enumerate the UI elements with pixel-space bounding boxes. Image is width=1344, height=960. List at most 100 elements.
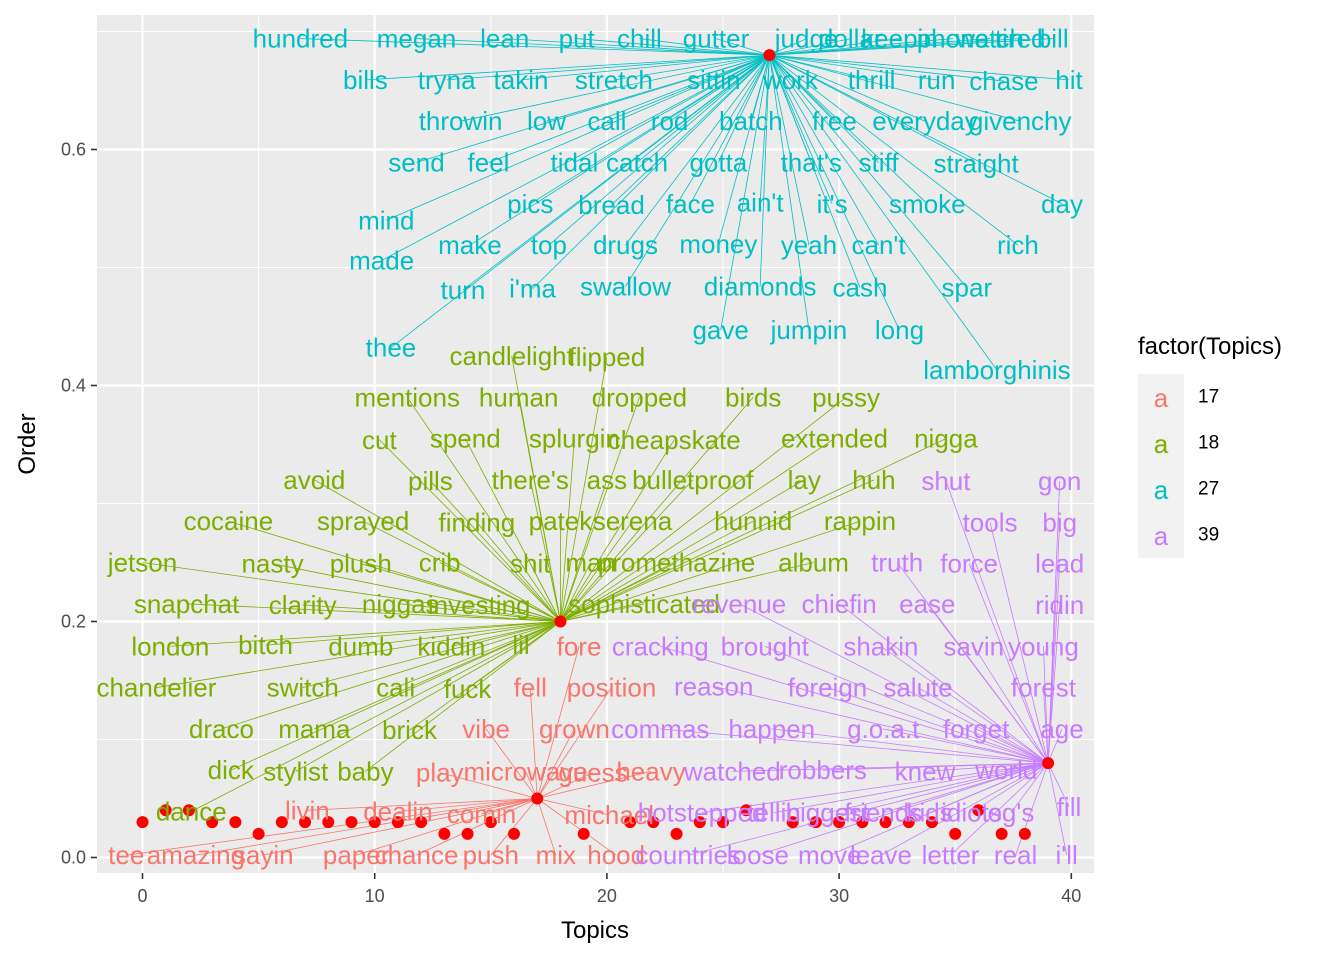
word-label: hit	[1055, 65, 1083, 95]
label-segment	[769, 54, 937, 81]
word-label: batch	[719, 106, 783, 136]
word-label: put	[559, 24, 596, 54]
label-segment	[764, 645, 1049, 764]
data-point	[856, 816, 869, 829]
word-label: candlelight	[450, 341, 575, 371]
label-segment	[379, 439, 561, 622]
label-segment	[560, 438, 575, 622]
word-label: grown	[539, 714, 610, 744]
legend-key-glyph: a	[1154, 521, 1169, 551]
word-label: shakin	[843, 631, 918, 661]
label-segment	[759, 55, 770, 203]
label-segment	[469, 54, 770, 246]
word-label: big	[1042, 507, 1077, 537]
word-label: truth	[871, 548, 923, 578]
data-point	[206, 816, 219, 829]
word-label: ain't	[737, 188, 785, 218]
label-segment	[560, 520, 861, 622]
data-point	[299, 816, 312, 829]
word-label: judge	[774, 24, 839, 54]
word-label: cali	[376, 673, 415, 703]
label-segment	[439, 772, 538, 799]
word-label: tellin	[747, 798, 800, 828]
word-label: shit	[510, 549, 551, 579]
word-label: mama	[278, 714, 351, 744]
label-segment	[574, 54, 770, 163]
label-segment	[769, 38, 807, 56]
label-segment	[460, 54, 770, 122]
data-point	[1018, 827, 1031, 840]
data-point	[786, 816, 799, 829]
label-segment	[769, 54, 1021, 122]
label-segment	[769, 54, 1005, 82]
word-label: yeah	[781, 230, 837, 260]
label-segment	[625, 54, 770, 287]
data-point	[252, 827, 265, 840]
word-label: microwave	[464, 756, 588, 786]
label-segment	[560, 479, 875, 622]
word-label: tired	[995, 24, 1046, 54]
word-label: og's	[987, 798, 1034, 828]
word-label: ass	[587, 465, 627, 495]
word-label: draco	[189, 714, 254, 744]
word-label: nigga	[914, 424, 978, 454]
label-segments	[126, 38, 1070, 856]
word-label: lil	[512, 630, 529, 660]
label-segment	[880, 645, 1049, 764]
label-segment	[769, 54, 833, 204]
x-tick-label: 0	[137, 886, 147, 906]
word-label: throwin	[419, 106, 503, 136]
label-segment	[1047, 522, 1061, 764]
data-point	[531, 792, 544, 805]
word-label: lay	[788, 465, 821, 495]
word-label: salute	[883, 673, 952, 703]
label-segment	[822, 762, 1049, 771]
word-label: guess	[558, 758, 627, 788]
word-label: stiff	[859, 147, 900, 177]
word-label: gave	[692, 315, 748, 345]
word-label: hundred	[253, 24, 348, 54]
word-label: crib	[419, 548, 461, 578]
label-segment	[769, 55, 810, 246]
word-label: jetson	[107, 548, 177, 578]
label-segment	[688, 762, 1049, 856]
label-segment	[186, 603, 561, 622]
word-label: hood	[587, 840, 645, 870]
word-label: comin	[447, 799, 516, 829]
word-label: watched	[683, 756, 781, 786]
label-segment	[717, 54, 770, 163]
word-label: everyday	[872, 106, 978, 136]
label-segment	[560, 479, 608, 622]
label-segment	[827, 762, 1049, 814]
label-segment	[529, 687, 538, 799]
y-tick-label: 0.2	[61, 612, 86, 632]
word-label: snapchat	[134, 589, 240, 619]
word-label: forget	[943, 714, 1010, 744]
word-label: i'ma	[509, 274, 556, 304]
word-label: chandelier	[96, 673, 216, 703]
word-label: sayin	[233, 840, 294, 870]
data-point	[345, 816, 358, 829]
legend-key-glyph: a	[1154, 475, 1169, 505]
word-label: vibe	[462, 714, 510, 744]
label-segment	[769, 38, 1053, 56]
word-label: countries	[635, 840, 741, 870]
data-point	[438, 827, 451, 840]
data-point	[391, 816, 404, 829]
label-segment	[924, 762, 1049, 772]
word-label: diamonds	[704, 271, 817, 301]
word-label: i'll	[1056, 840, 1078, 870]
word-label: dick	[208, 755, 255, 785]
x-axis-title: Topics	[561, 917, 629, 944]
legend-key-background	[1138, 420, 1184, 466]
word-label: baby	[337, 756, 393, 786]
label-segment	[989, 522, 1049, 764]
label-segment	[606, 54, 770, 122]
label-segment	[717, 54, 770, 245]
word-label: livin	[285, 795, 330, 825]
label-segment	[975, 728, 1049, 764]
data-point	[902, 816, 915, 829]
word-label: day	[1041, 189, 1083, 219]
data-point	[809, 816, 822, 829]
